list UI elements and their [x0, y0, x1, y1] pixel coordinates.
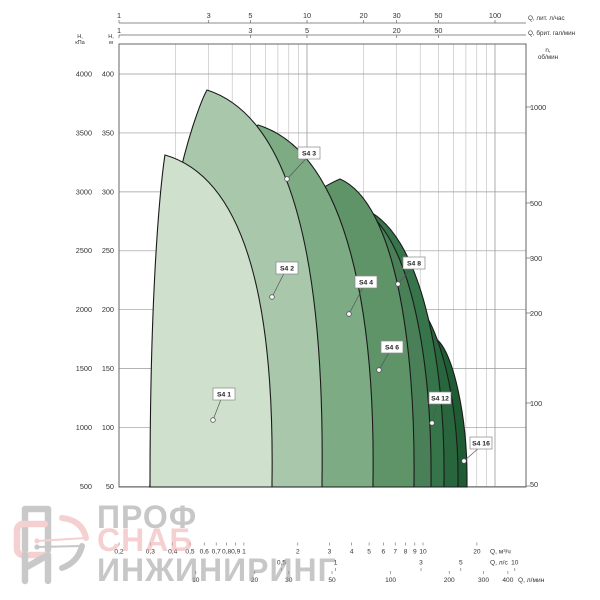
svg-text:10: 10 — [419, 549, 427, 556]
svg-text:350: 350 — [102, 129, 114, 138]
svg-text:300: 300 — [102, 188, 114, 197]
svg-text:400: 400 — [102, 70, 114, 79]
svg-text:10: 10 — [303, 11, 311, 20]
svg-text:300: 300 — [478, 577, 489, 584]
svg-text:Q, л/мин: Q, л/мин — [518, 577, 545, 584]
svg-text:3000: 3000 — [76, 188, 92, 197]
svg-text:2000: 2000 — [76, 305, 92, 314]
svg-text:1000: 1000 — [530, 103, 546, 112]
svg-text:5: 5 — [459, 560, 463, 567]
svg-text:10: 10 — [511, 560, 519, 567]
svg-text:1: 1 — [117, 11, 121, 20]
svg-text:500: 500 — [530, 199, 542, 208]
svg-text:ИНЖИНИРИНГ: ИНЖИНИРИНГ — [97, 552, 337, 588]
svg-text:Q, брит. гал/мин: Q, брит. гал/мин — [528, 29, 576, 37]
svg-text:1000: 1000 — [76, 423, 92, 432]
svg-text:5: 5 — [367, 549, 371, 556]
svg-text:м: м — [109, 40, 113, 46]
svg-text:50: 50 — [106, 482, 114, 491]
svg-text:n,: n, — [545, 47, 551, 54]
svg-text:3: 3 — [248, 26, 252, 35]
svg-text:1: 1 — [117, 26, 121, 35]
svg-text:50: 50 — [530, 480, 538, 489]
svg-text:20: 20 — [473, 549, 481, 556]
svg-text:100: 100 — [489, 11, 501, 20]
svg-text:Q, м³/ч: Q, м³/ч — [490, 549, 511, 556]
svg-text:8: 8 — [404, 549, 408, 556]
svg-text:200: 200 — [444, 577, 455, 584]
svg-text:20: 20 — [393, 26, 401, 35]
svg-text:кПа: кПа — [75, 40, 85, 46]
svg-text:5: 5 — [305, 26, 309, 35]
svg-text:20: 20 — [360, 11, 368, 20]
svg-text:7: 7 — [393, 549, 397, 556]
svg-text:500: 500 — [80, 482, 92, 491]
svg-text:100: 100 — [102, 423, 114, 432]
svg-text:Q, лит. л/час: Q, лит. л/час — [528, 15, 565, 22]
svg-text:300: 300 — [530, 254, 542, 263]
svg-text:2500: 2500 — [76, 246, 92, 255]
svg-text:1500: 1500 — [76, 364, 92, 373]
svg-text:6: 6 — [381, 549, 385, 556]
svg-text:30: 30 — [393, 11, 401, 20]
svg-text:Q, л/с: Q, л/с — [490, 560, 508, 567]
svg-text:50: 50 — [434, 11, 442, 20]
svg-text:4000: 4000 — [76, 70, 92, 79]
svg-text:400: 400 — [502, 577, 513, 584]
svg-text:S4 2: S4 2 — [280, 266, 294, 273]
svg-text:5: 5 — [248, 11, 252, 20]
svg-text:3500: 3500 — [76, 129, 92, 138]
svg-text:50: 50 — [434, 26, 442, 35]
svg-text:S4 6: S4 6 — [385, 345, 399, 352]
svg-text:S4 3: S4 3 — [302, 151, 316, 158]
svg-text:S4 16: S4 16 — [472, 441, 490, 448]
svg-text:9: 9 — [413, 549, 417, 556]
svg-text:100: 100 — [385, 577, 396, 584]
svg-text:S4 12: S4 12 — [431, 396, 449, 403]
svg-text:200: 200 — [530, 309, 542, 318]
svg-text:3: 3 — [207, 11, 211, 20]
svg-text:250: 250 — [102, 246, 114, 255]
svg-text:200: 200 — [102, 305, 114, 314]
svg-text:об/мин: об/мин — [538, 53, 559, 61]
svg-text:S4 1: S4 1 — [217, 392, 231, 399]
svg-text:4: 4 — [350, 549, 354, 556]
svg-text:100: 100 — [530, 399, 542, 408]
svg-text:150: 150 — [102, 364, 114, 373]
svg-text:S4 4: S4 4 — [359, 280, 373, 287]
svg-text:3: 3 — [419, 560, 423, 567]
svg-text:S4 8: S4 8 — [407, 261, 421, 268]
